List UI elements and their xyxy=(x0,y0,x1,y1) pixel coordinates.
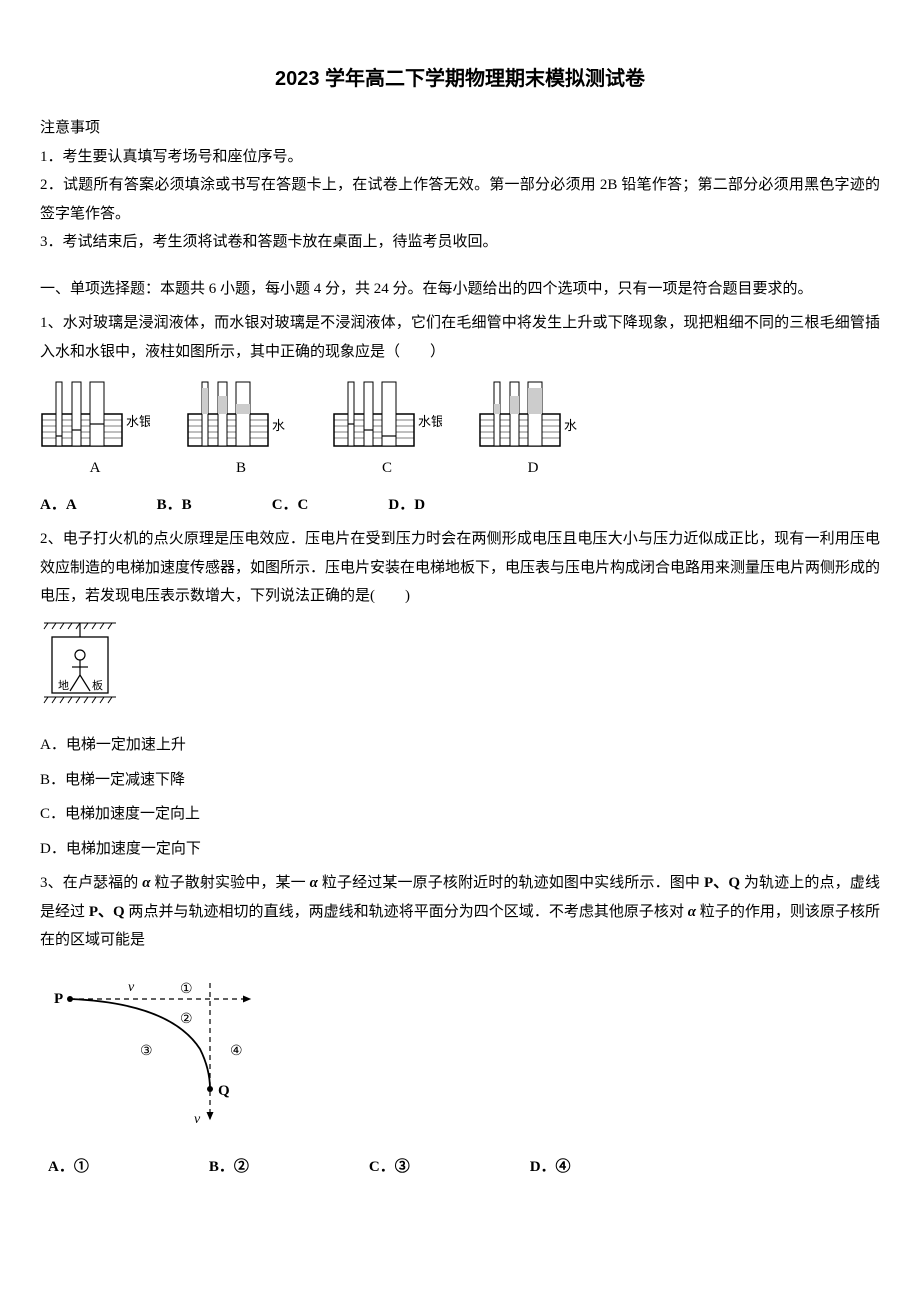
q1-figures: 水银 水 xyxy=(40,380,880,450)
instructions-heading: 注意事项 xyxy=(40,114,880,143)
q3-label-q: Q xyxy=(218,1083,230,1099)
q1-a-label: 水银 xyxy=(126,414,150,429)
q1-option-b: B．B xyxy=(157,491,192,520)
q3-option-b: B．② xyxy=(209,1153,249,1182)
q3-region-3: ③ xyxy=(140,1044,153,1059)
q1-figure-c: 水银 xyxy=(332,380,442,450)
instruction-3: 3．考试结束后，考生须将试卷和答题卡放在桌面上，待监考员收回。 xyxy=(40,228,880,257)
q1-c-label: 水银 xyxy=(418,414,442,429)
q3-region-4: ④ xyxy=(230,1044,243,1059)
q2-option-d: D．电梯加速度一定向下 xyxy=(40,835,880,864)
section-1-header: 一、单项选择题：本题共 6 小题，每小题 4 分，共 24 分。在每小题给出的四… xyxy=(40,275,880,304)
q2-stem: 2、电子打火机的点火原理是压电效应．压电片在受到压力时会在两侧形成电压且电压大小… xyxy=(40,525,880,611)
q3-label-p: P xyxy=(54,991,63,1007)
q1-option-d: D．D xyxy=(388,491,425,520)
q1-option-a: A．A xyxy=(40,491,77,520)
q3-option-d: D．④ xyxy=(530,1153,571,1182)
q3-option-a: A．① xyxy=(48,1153,89,1182)
exam-title: 2023 学年高二下学期物理期末模拟测试卷 xyxy=(40,60,880,98)
q3-region-1: ① xyxy=(180,982,193,997)
instruction-2: 2．试题所有答案必须填涂或书写在答题卡上，在试卷上作答无效。第一部分必须用 2B… xyxy=(40,171,880,228)
q1-caption-a: A xyxy=(40,454,150,483)
q1-stem: 1、水对玻璃是浸润液体，而水银对玻璃是不浸润液体，它们在毛细管中将发生上升或下降… xyxy=(40,309,880,366)
q1-caption-b: B xyxy=(186,454,296,483)
q3-label-v2: v xyxy=(194,1112,201,1127)
q3-region-2: ② xyxy=(180,1012,193,1027)
instruction-1: 1．考生要认真填写考场号和座位序号。 xyxy=(40,143,880,172)
q1-d-label: 水 xyxy=(564,418,577,433)
q1-figure-a: 水银 xyxy=(40,380,150,450)
q3-stem: 3、在卢瑟福的 α 粒子散射实验中，某一 α 粒子经过某一原子核附近时的轨迹如图… xyxy=(40,869,880,955)
q1-figure-d: 水 xyxy=(478,380,588,450)
q1-option-c: C．C xyxy=(272,491,309,520)
q1-b-label: 水 xyxy=(272,418,285,433)
q3-option-c: C．③ xyxy=(369,1153,410,1182)
q1-figure-b: 水 xyxy=(186,380,296,450)
q2-floor-left: 地 xyxy=(58,679,69,692)
q2-option-c: C．电梯加速度一定向上 xyxy=(40,800,880,829)
q1-caption-c: C xyxy=(332,454,442,483)
q2-figure: 地 板 xyxy=(40,621,880,722)
q3-figure: P v Q v ① ② ③ ④ xyxy=(50,969,880,1140)
q2-option-a: A．电梯一定加速上升 xyxy=(40,731,880,760)
q1-caption-d: D xyxy=(478,454,588,483)
q3-label-v1: v xyxy=(128,980,135,995)
q2-floor-right: 板 xyxy=(92,678,103,692)
q2-option-b: B．电梯一定减速下降 xyxy=(40,766,880,795)
